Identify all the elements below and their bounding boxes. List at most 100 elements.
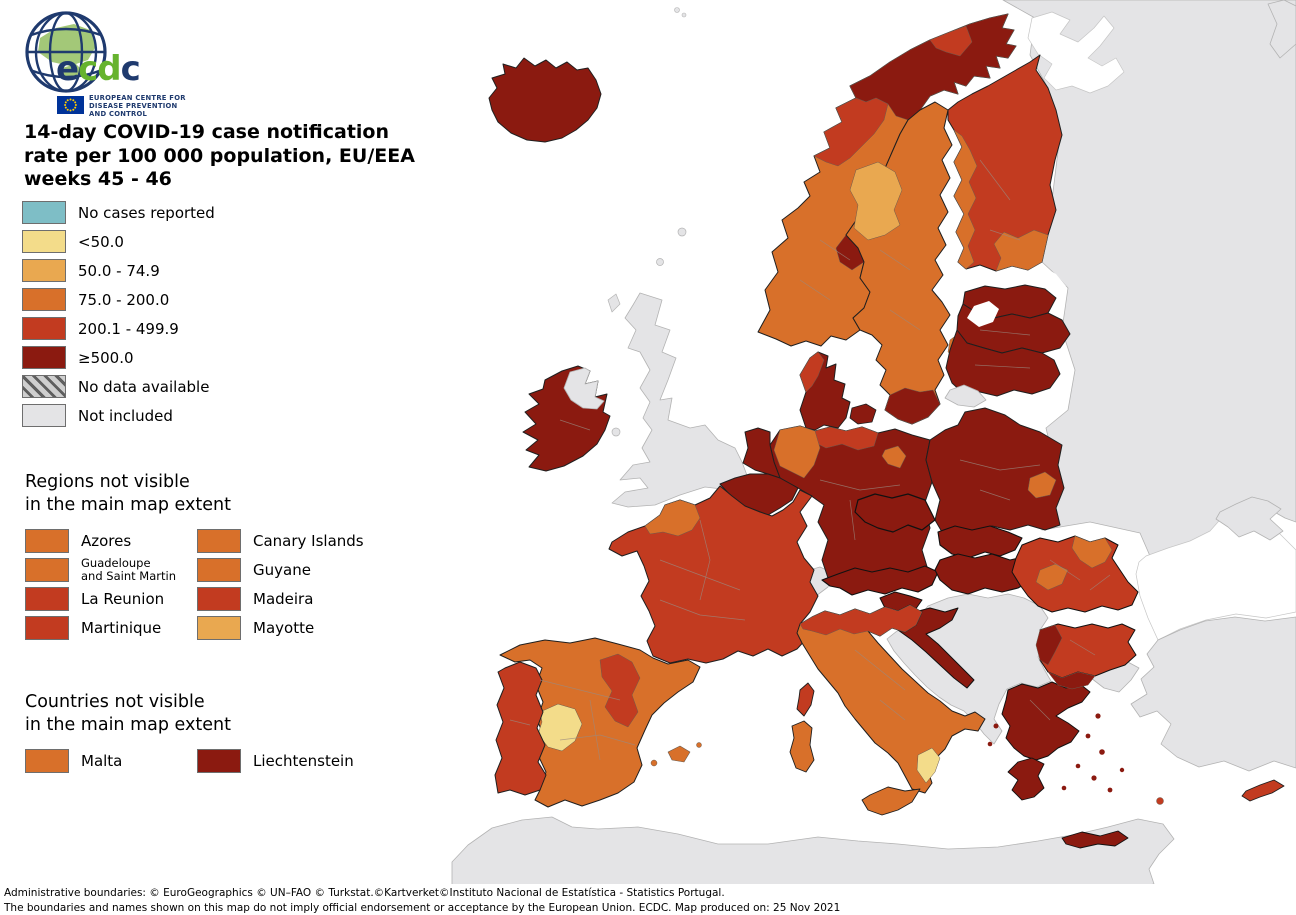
region-italy-calabria — [916, 747, 941, 784]
region-crete — [1061, 830, 1129, 849]
legend-row: <50.0 — [22, 227, 215, 256]
region-turkey — [1130, 616, 1296, 772]
region-north-africa — [451, 816, 1175, 887]
region-crimea — [1215, 496, 1284, 541]
nuts-region-borders — [509, 159, 1111, 761]
region-faroe-islands-2 — [681, 12, 687, 18]
map-title: 14-day COVID-19 case notification rate p… — [24, 121, 415, 190]
footer-disclaimer: The boundaries and names shown on this m… — [4, 901, 841, 914]
region-isle-of-man — [611, 427, 621, 437]
region-sicily — [861, 786, 921, 816]
region-norway-trondelag — [813, 97, 889, 167]
region-orkney — [656, 258, 664, 266]
region-bulgaria-south — [1047, 671, 1096, 690]
black-sea — [1135, 505, 1296, 641]
globe-icon — [25, 11, 107, 93]
region-rhodes — [1156, 797, 1164, 805]
region-slovakia — [937, 525, 1023, 559]
region-portugal — [494, 661, 547, 796]
label-azores: Azores — [81, 531, 132, 550]
region-norway-troms — [929, 25, 973, 57]
region-sardinia — [789, 720, 815, 773]
footer-attribution: Administrative boundaries: © EuroGeograp… — [4, 887, 725, 899]
legend-label: No data available — [78, 377, 210, 396]
region-denmark-zealand — [849, 403, 877, 425]
label-mayotte: Mayotte — [253, 618, 315, 637]
label-madeira: Madeira — [253, 589, 314, 608]
region-austria — [821, 565, 939, 596]
legend-label: ≥500.0 — [78, 348, 134, 367]
region-menorca — [696, 742, 702, 748]
label-guadeloupe: Guadeloupe and Saint Martin — [81, 555, 176, 583]
rate-legend: No cases reported <50.0 50.0 - 74.9 75.0… — [22, 198, 215, 430]
legend-swatch-50-74 — [22, 259, 66, 282]
label-la-reunion: La Reunion — [81, 589, 165, 608]
regions-not-visible-section: Regions not visible in the main map exte… — [25, 471, 364, 642]
ecdc-org-name: EUROPEAN CENTRE FOR DISEASE PREVENTION A… — [89, 94, 186, 118]
swatch-madeira — [197, 586, 241, 611]
legend-label: 75.0 - 200.0 — [78, 290, 170, 309]
region-denmark-west — [799, 351, 825, 393]
region-lithuania — [945, 329, 1061, 397]
region-ibiza — [650, 759, 658, 767]
legend-label: <50.0 — [78, 232, 124, 251]
swatch-canary-islands — [197, 528, 241, 553]
aegean-islands — [987, 713, 1125, 793]
label-martinique: Martinique — [81, 618, 162, 637]
legend-row: No cases reported — [22, 198, 215, 227]
region-kaliningrad — [944, 384, 987, 408]
legend-label: No cases reported — [78, 203, 215, 222]
label-malta: Malta — [81, 751, 123, 770]
swatch-martinique — [25, 615, 69, 640]
region-spain-aragon — [599, 653, 641, 728]
region-peloponnese — [1007, 757, 1045, 801]
white-sea — [1027, 11, 1125, 94]
legend-swatch-200-499 — [22, 317, 66, 340]
legend-swatch-no-cases — [22, 201, 66, 224]
region-corsica — [796, 682, 815, 717]
region-northern-ireland — [563, 367, 605, 410]
region-bulgaria-west — [1035, 624, 1063, 666]
legend-label: Not included — [78, 406, 173, 425]
ecdc-wordmark: ecdc — [56, 49, 141, 89]
region-finland-southeast — [993, 229, 1049, 272]
swatch-la-reunion — [25, 586, 69, 611]
legend-swatch-lt50 — [22, 230, 66, 253]
legend-row: No data available — [22, 372, 215, 401]
region-france-normandy — [644, 499, 701, 537]
region-sweden-jamtland — [849, 161, 903, 241]
gulf-of-riga — [967, 301, 999, 327]
region-novaya-zemlya — [1267, 0, 1296, 59]
label-canary-islands: Canary Islands — [253, 531, 364, 550]
swatch-mayotte — [197, 615, 241, 640]
region-romania-center — [1035, 563, 1069, 591]
legend-label: 200.1 - 499.9 — [78, 319, 179, 338]
gulf-of-finland — [948, 266, 1066, 292]
region-poland-lublin — [1027, 471, 1057, 499]
legend-swatch-no-data — [22, 375, 66, 398]
swatch-azores — [25, 528, 69, 553]
legend-label: 50.0 - 74.9 — [78, 261, 160, 280]
region-germany-north-coast — [814, 426, 879, 451]
countries-section-heading: Countries not visible in the main map ex… — [25, 692, 231, 735]
swatch-liechtenstein — [197, 748, 241, 773]
map-footer: Administrative boundaries: © EuroGeograp… — [0, 884, 1296, 915]
legend-row: 75.0 - 200.0 — [22, 285, 215, 314]
region-france — [608, 485, 819, 664]
ecdc-logo: ecdc EUROPEAN CENTRE FOR DISEASE PREVENT… — [20, 6, 190, 118]
region-greece — [1001, 681, 1091, 761]
swatch-guadeloupe — [25, 557, 69, 582]
legend-row: 200.1 - 499.9 — [22, 314, 215, 343]
label-guyane: Guyane — [253, 560, 311, 579]
swatch-guyane — [197, 557, 241, 582]
regions-section-heading: Regions not visible in the main map exte… — [25, 472, 231, 515]
region-romania-northeast — [1071, 535, 1113, 569]
region-shetland — [677, 227, 687, 237]
label-liechtenstein: Liechtenstein — [253, 751, 354, 770]
legend-row: 50.0 - 74.9 — [22, 256, 215, 285]
region-mallorca — [667, 745, 691, 763]
region-iceland — [488, 57, 602, 143]
region-faroe-islands — [674, 7, 680, 13]
region-cyprus — [1241, 779, 1285, 802]
